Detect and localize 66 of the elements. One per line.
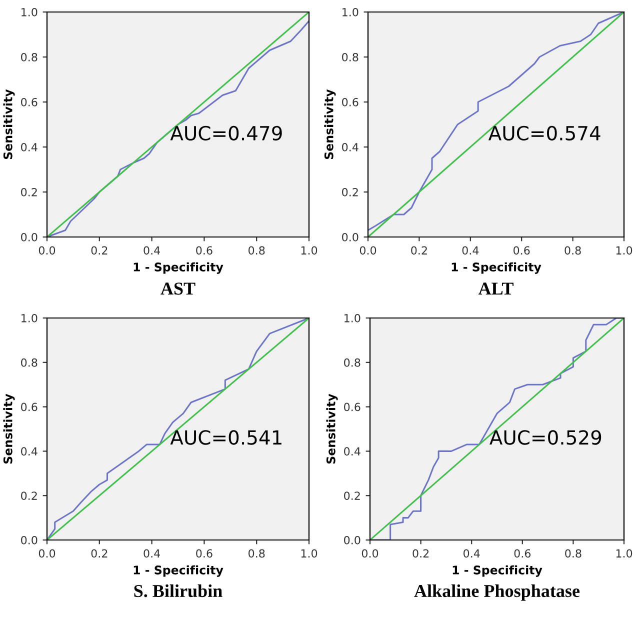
y-axis-title: Sensitivity bbox=[3, 394, 15, 464]
x-axis-title: 1 - Specificity bbox=[452, 262, 542, 274]
text: AST bbox=[160, 282, 196, 295]
y-tick-label: 0.6 bbox=[344, 402, 360, 412]
x-axis-title: 1 - Specificity bbox=[452, 565, 542, 577]
y-tick-label: 0.4 bbox=[21, 142, 38, 152]
x-tick-label: 0.2 bbox=[411, 246, 427, 255]
x-tick-label: 0.6 bbox=[196, 246, 212, 255]
y-tick-label: 1.0 bbox=[342, 8, 358, 16]
x-tick-label: 0.4 bbox=[464, 549, 480, 558]
y-tick-label: 0.0 bbox=[342, 232, 358, 242]
x-tick-label: 0.0 bbox=[38, 246, 56, 255]
y-tick-label: 0.8 bbox=[344, 358, 360, 367]
x-tick-label: 0.0 bbox=[360, 246, 376, 255]
y-tick-label: 0.6 bbox=[21, 402, 38, 412]
x-tick-label: 0.8 bbox=[248, 549, 265, 558]
y-axis-title: Sensitivity bbox=[324, 89, 336, 160]
y-tick-label: 0.4 bbox=[344, 447, 360, 456]
text: Alkaline Phosphatase bbox=[414, 584, 580, 601]
x-tick-label: 0.0 bbox=[362, 549, 378, 558]
y-tick-label: 0.0 bbox=[344, 536, 360, 544]
annotation: AUC=0.574 bbox=[488, 126, 600, 141]
y-tick-label: 1.0 bbox=[22, 314, 38, 322]
y-tick-label: 0.2 bbox=[21, 492, 37, 500]
x-tick-label: 0.2 bbox=[91, 549, 108, 558]
text: S. Bilirubin bbox=[134, 584, 222, 598]
y-tick-label: 1.0 bbox=[22, 8, 38, 16]
x-tick-label: 1.0 bbox=[616, 549, 632, 558]
x-axis-title: 1 - Specificity bbox=[134, 262, 224, 274]
y-tick-label: 1.0 bbox=[344, 314, 360, 322]
x-tick-label: 0.4 bbox=[144, 246, 160, 255]
line-series bbox=[370, 318, 624, 540]
line-series bbox=[47, 318, 309, 540]
y-axis-title: Sensitivity bbox=[326, 394, 338, 464]
x-tick-label: 0.2 bbox=[412, 549, 429, 558]
y-tick-label: 0.8 bbox=[342, 52, 358, 62]
y-tick-label: 0.0 bbox=[21, 232, 38, 242]
x-tick-label: 0.0 bbox=[38, 549, 56, 558]
annotation: AUC=0.529 bbox=[490, 430, 602, 445]
y-tick-label: 0.6 bbox=[21, 98, 38, 106]
x-tick-label: 1.0 bbox=[301, 246, 318, 255]
y-tick-label: 0.0 bbox=[21, 536, 38, 544]
y-axis-title: Sensitivity bbox=[3, 89, 15, 160]
x-tick-label: 0.8 bbox=[248, 246, 265, 255]
x-tick-label: 0.2 bbox=[91, 246, 108, 255]
y-tick-label: 0.4 bbox=[21, 447, 38, 456]
x-tick-label: 0.8 bbox=[565, 549, 582, 558]
y-tick-label: 0.2 bbox=[342, 188, 358, 196]
annotation: AUC=0.479 bbox=[170, 126, 282, 141]
y-tick-label: 0.8 bbox=[21, 52, 38, 62]
annotation: AUC=0.541 bbox=[170, 430, 282, 445]
x-tick-label: 1.0 bbox=[616, 246, 632, 255]
y-tick-label: 0.2 bbox=[21, 188, 37, 196]
x-tick-label: 0.6 bbox=[514, 246, 530, 255]
y-tick-label: 0.2 bbox=[344, 492, 360, 500]
x-tick-label: 1.0 bbox=[301, 549, 318, 558]
y-tick-label: 0.4 bbox=[342, 142, 358, 152]
x-tick-label: 0.6 bbox=[514, 549, 531, 558]
x-tick-label: 0.4 bbox=[144, 549, 160, 558]
y-tick-label: 0.8 bbox=[21, 358, 38, 367]
x-tick-label: 0.4 bbox=[462, 246, 479, 255]
y-tick-label: 0.6 bbox=[342, 98, 358, 106]
x-tick-label: 0.6 bbox=[196, 549, 212, 558]
x-tick-label: 0.8 bbox=[564, 246, 581, 255]
text: ALT bbox=[478, 282, 514, 295]
x-axis-title: 1 - Specificity bbox=[134, 565, 224, 577]
